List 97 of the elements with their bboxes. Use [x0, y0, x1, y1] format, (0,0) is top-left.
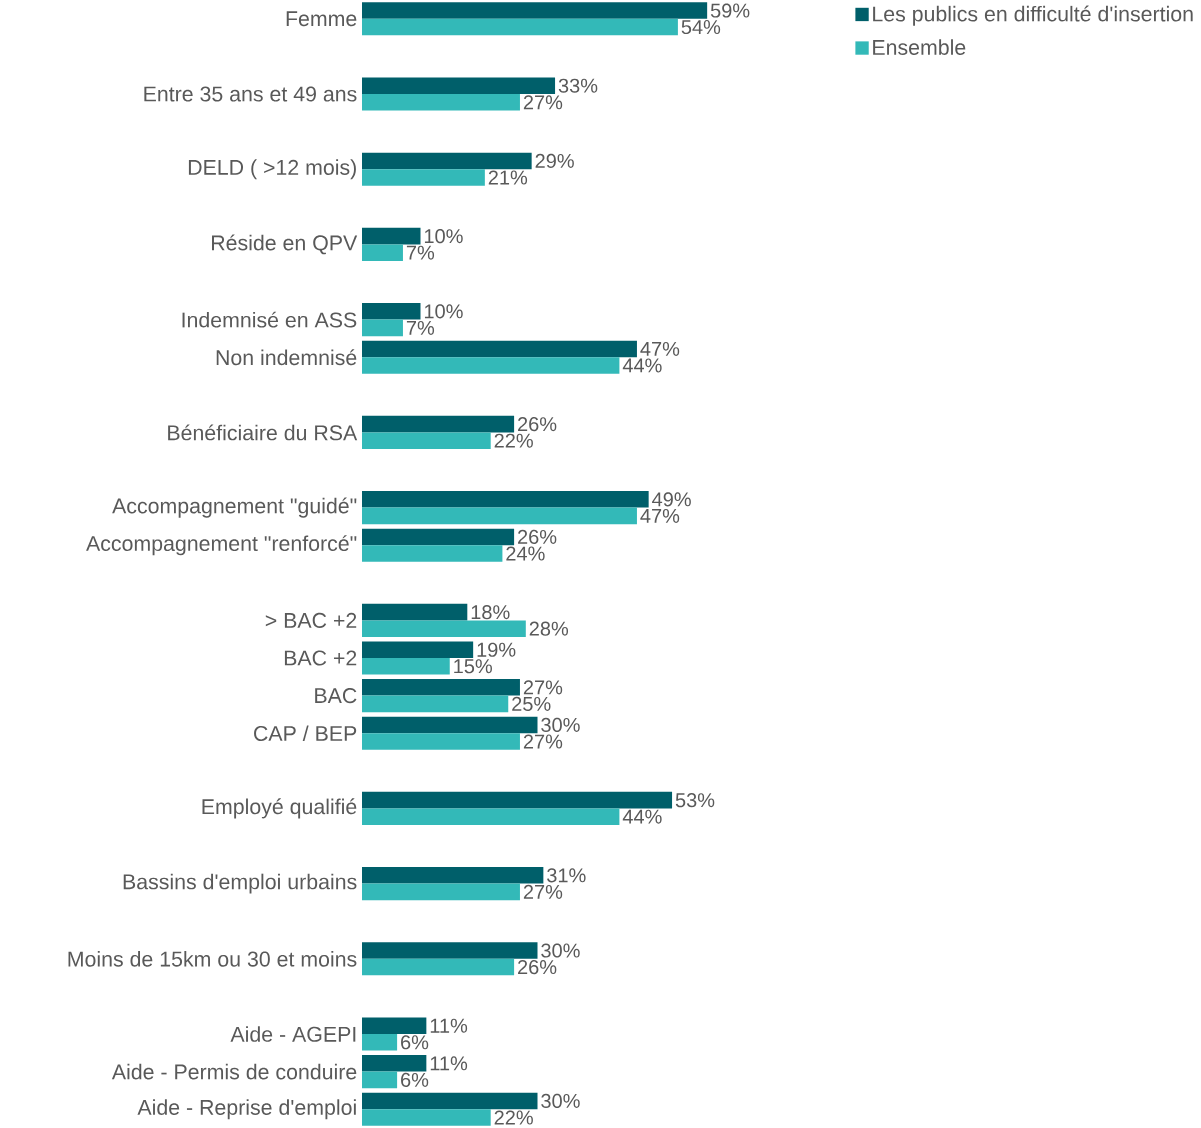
- y-tick-label: Non indemnisé: [216, 349, 357, 366]
- data-label: 53%: [675, 793, 715, 808]
- data-label: 29%: [535, 153, 574, 169]
- data-label: 30%: [541, 943, 580, 958]
- bar: [362, 152, 532, 170]
- y-tick-label: Accompagnement "renforcé": [86, 535, 357, 556]
- y-tick-label: > BAC +2: [265, 612, 357, 628]
- data-label: 27%: [523, 884, 563, 899]
- data-label: 7%: [406, 320, 435, 335]
- y-tick-label: Bassins d'emploi urbains: [123, 873, 357, 894]
- data-label: 26%: [518, 960, 557, 975]
- data-label: 27%: [523, 734, 563, 749]
- bar: [362, 357, 620, 374]
- bar: [362, 432, 491, 449]
- y-tick-label: CAP / BEP: [254, 725, 357, 742]
- data-label: 47%: [640, 508, 680, 523]
- y-tick-label: BAC: [315, 688, 357, 704]
- bar: [362, 658, 450, 675]
- data-label: 22%: [494, 1110, 533, 1125]
- bar: [362, 415, 515, 433]
- bar: [362, 545, 503, 562]
- data-label: 24%: [506, 546, 545, 561]
- y-tick-label: Entre 35 ans et 49 ans: [144, 86, 357, 102]
- data-label: 7%: [406, 245, 435, 260]
- y-tick-label: Aide - AGEPI: [230, 1026, 356, 1042]
- bar: [362, 491, 649, 508]
- y-tick-label: Bénéficiaire du RSA: [168, 424, 358, 441]
- data-label: 49%: [652, 492, 691, 507]
- bar: [362, 641, 474, 659]
- bar: [362, 808, 620, 825]
- bar: [362, 303, 421, 320]
- data-label: 26%: [518, 417, 557, 432]
- data-label: 33%: [558, 78, 598, 93]
- data-label: 22%: [494, 433, 533, 448]
- data-label: 18%: [471, 605, 510, 620]
- data-label: 47%: [640, 341, 680, 356]
- bar: [362, 1017, 427, 1035]
- y-tick-label: Aide - Permis de conduire: [111, 1063, 357, 1080]
- data-label: 27%: [523, 680, 563, 695]
- bar: [362, 733, 520, 750]
- data-label: 15%: [454, 659, 492, 674]
- bar: [362, 77, 556, 95]
- bar: [362, 227, 421, 245]
- y-tick-label: Employé qualifié: [202, 798, 357, 819]
- data-label: 11%: [430, 1056, 468, 1071]
- bar: [362, 2, 708, 19]
- bar: [362, 169, 485, 186]
- data-label: 21%: [488, 170, 528, 185]
- data-label: 10%: [424, 229, 463, 244]
- data-label: 26%: [518, 529, 557, 545]
- data-label: 30%: [541, 1093, 580, 1109]
- y-tick-label: BAC +2: [284, 650, 357, 666]
- data-label: 25%: [512, 696, 551, 711]
- bar: [362, 1109, 491, 1126]
- bar: [362, 319, 403, 337]
- bar: [362, 1055, 427, 1072]
- bar: [362, 528, 515, 546]
- legend-label: Les publics en difficulté d'insertion: [873, 5, 1193, 26]
- data-label: 44%: [622, 358, 662, 373]
- data-label: 59%: [710, 3, 750, 18]
- data-label: 28%: [529, 621, 569, 636]
- data-label: 6%: [401, 1035, 429, 1050]
- data-label: 54%: [681, 20, 721, 35]
- data-label: 6%: [401, 1072, 429, 1087]
- y-tick-label: DELD ( >12 mois): [188, 159, 356, 180]
- bar: [362, 94, 520, 111]
- bar: [362, 942, 538, 959]
- data-label: 11%: [430, 1018, 468, 1033]
- bar: [362, 695, 509, 713]
- bar: [362, 18, 678, 36]
- bar: [362, 507, 637, 525]
- data-label: 44%: [622, 809, 662, 824]
- data-label: 19%: [477, 642, 516, 657]
- bar: [362, 679, 520, 696]
- bar: [362, 620, 526, 637]
- data-label: 30%: [541, 717, 580, 733]
- data-label: 10%: [424, 304, 463, 319]
- bar: [362, 791, 673, 809]
- y-tick-label: Aide - Reprise d'emploi: [137, 1099, 356, 1120]
- data-label: 27%: [523, 95, 563, 110]
- bar: [362, 1034, 398, 1051]
- y-tick-label: Femme: [286, 11, 357, 27]
- y-tick-label: Réside en QPV: [212, 234, 358, 255]
- bar: [362, 1092, 538, 1110]
- bar: [362, 958, 515, 976]
- legend-label: Ensemble: [873, 39, 966, 55]
- y-tick-label: Moins de 15km ou 30 et moins: [68, 950, 357, 967]
- y-tick-label: Indemnisé en ASS: [182, 311, 357, 328]
- bar: [362, 603, 468, 621]
- bar: [362, 1071, 398, 1089]
- y-tick-label: Accompagnement "guidé": [112, 497, 357, 518]
- bar: [362, 867, 544, 884]
- bar: [362, 340, 637, 358]
- bar: [362, 244, 403, 261]
- bar: [362, 716, 538, 734]
- bar: [362, 883, 520, 901]
- data-label: 31%: [547, 868, 586, 883]
